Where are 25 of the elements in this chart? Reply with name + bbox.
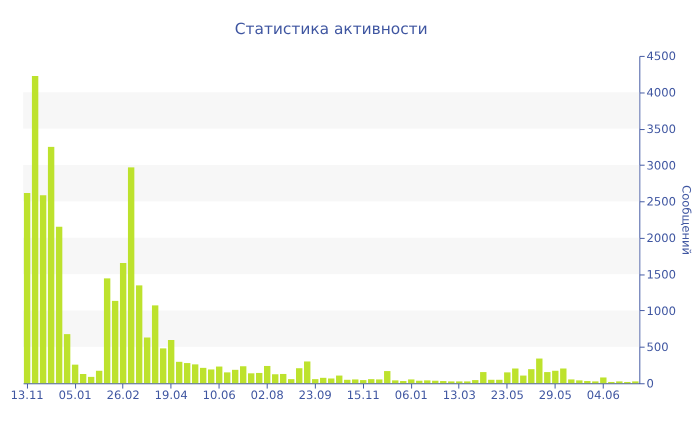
y-axis-title: Сообщений — [680, 185, 694, 256]
x-tick-label: 13.03 — [442, 388, 476, 402]
y-tick-label: 1500 — [646, 267, 676, 282]
y-tick-label: 1000 — [646, 304, 676, 318]
x-tick-label: 26.02 — [106, 388, 140, 402]
x-tick-label: 23.05 — [490, 388, 524, 402]
y-tick-label: 4000 — [646, 86, 676, 100]
y-tick-label: 2000 — [646, 231, 676, 246]
x-tick-label: 13.11 — [10, 388, 44, 402]
x-tick-label: 06.01 — [394, 388, 428, 402]
x-tick-label: 02.08 — [250, 388, 284, 402]
y-tick-label: 500 — [646, 340, 669, 354]
y-tick-label: 4500 — [646, 49, 676, 64]
x-tick-label: 19.04 — [154, 388, 188, 402]
x-tick-label: 15.11 — [346, 388, 380, 402]
y-tick-label: 3000 — [646, 158, 676, 172]
x-tick-label: 04.06 — [586, 388, 620, 402]
y-tick-label: 2500 — [646, 194, 676, 209]
y-tick-label: 0 — [646, 376, 654, 391]
y-tick-label: 3500 — [646, 122, 676, 136]
chart-title: Статистика активности — [234, 20, 428, 38]
x-tick-label: 29.05 — [538, 388, 572, 402]
x-tick-label: 23.09 — [298, 388, 332, 402]
x-tick-label: 05.01 — [58, 388, 92, 402]
x-tick-label: 10.06 — [202, 388, 236, 402]
